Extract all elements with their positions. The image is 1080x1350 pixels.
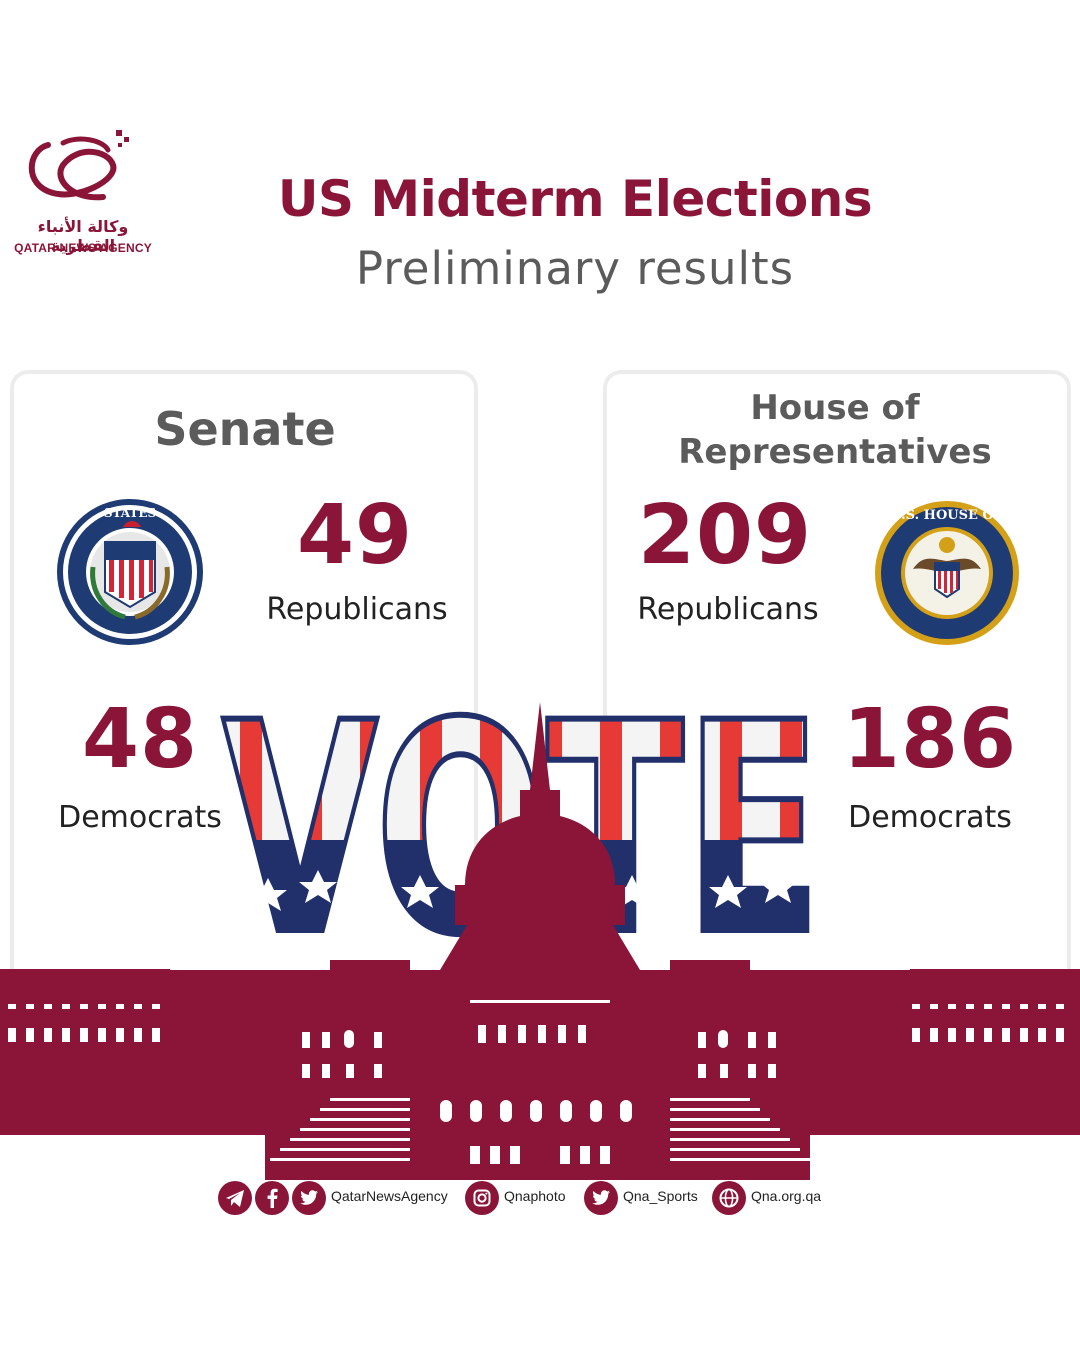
svg-text:STATES: STATES [104,506,156,520]
facebook-icon[interactable] [255,1181,289,1215]
house-democrats-label: Democrats [848,800,1012,835]
house-republicans-count: 209 [637,488,813,583]
us-house-seal-icon: U.S. HOUSE OF [875,501,1019,645]
brand-name-english: QATAR NEWS AGENCY [14,241,152,255]
social-handle-qna-sports[interactable]: Qna_Sports [623,1188,698,1204]
qna-logo: وكالة الأنباء القطرية QATAR NEWS AGENCY [8,125,158,260]
qna-emblem-icon [28,130,129,201]
instagram-icon[interactable] [465,1181,499,1215]
senate-republicans-count: 49 [296,488,414,583]
social-bar: QatarNewsAgency Qnaphoto Qna_Sports Qna.… [214,1178,834,1218]
social-handle-qatarnewsagency[interactable]: QatarNewsAgency [331,1188,448,1204]
vote-graphic: VOTE [0,680,1080,1180]
senate-republicans-label: Republicans [266,592,448,627]
senate-title: Senate [154,402,336,456]
globe-icon[interactable] [712,1181,746,1215]
page-title: US Midterm Elections [277,170,873,228]
page-subtitle: Preliminary results [355,242,795,295]
svg-text:U.S. HOUSE OF: U.S. HOUSE OF [891,508,1004,523]
house-republicans-label: Republicans [637,592,819,627]
brand-name-arabic: وكالة الأنباء القطرية [37,217,129,255]
telegram-icon[interactable] [218,1181,252,1215]
twitter-icon[interactable] [584,1181,618,1215]
twitter-icon[interactable] [292,1181,326,1215]
house-title-line2: Representatives [678,432,992,472]
senate-card [10,370,478,974]
house-democrats-count: 186 [842,692,1018,787]
house-title-line1: House of [750,388,920,428]
senate-democrats-count: 48 [81,692,199,787]
house-card [603,370,1071,974]
social-handle-qnaphoto[interactable]: Qnaphoto [504,1188,566,1204]
senate-democrats-label: Democrats [58,800,222,835]
website-link[interactable]: Qna.org.qa [751,1188,822,1204]
us-senate-seal-icon: STATES [57,499,203,645]
